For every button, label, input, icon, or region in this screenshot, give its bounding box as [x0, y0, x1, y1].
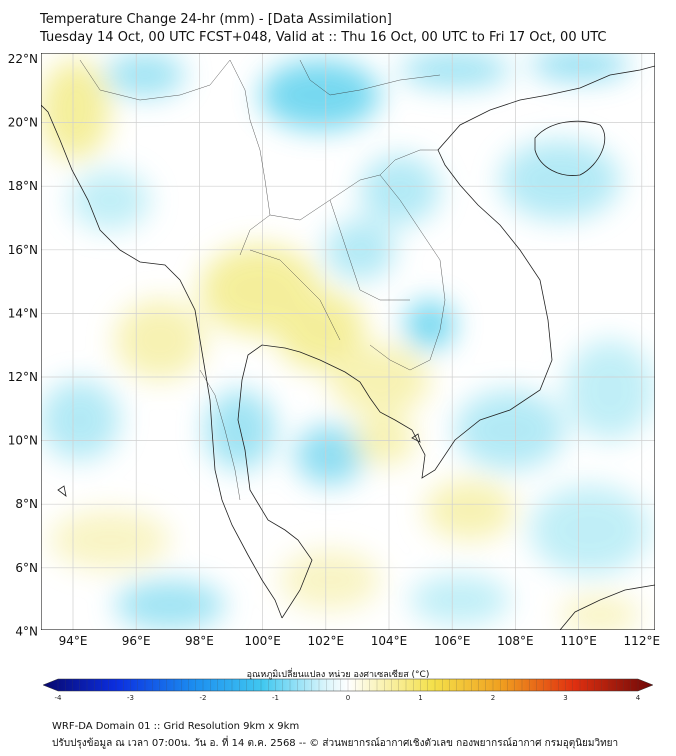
latitude-label: 20°N	[8, 116, 38, 130]
border	[299, 59, 441, 96]
latitude-label: 12°N	[8, 370, 38, 384]
latitude-label: 6°N	[15, 561, 38, 575]
graticule	[41, 53, 655, 630]
latitude-labels: 22°N 20°N 18°N 16°N 14°N 12°N 10°N 8°N 6°N 4°N	[8, 52, 38, 638]
colorbar-label: อุณหภูมิเปลี่ยนแปลง หน่วย องศาเซลเซียส (…	[246, 670, 430, 680]
longitude-label: 96°E	[122, 634, 151, 648]
colorbar-tick-label: -4	[55, 694, 63, 702]
longitude-label: 94°E	[59, 634, 88, 648]
colorbar-tick-label: -3	[127, 694, 134, 702]
border	[229, 59, 271, 256]
longitude-label: 104°E	[371, 634, 408, 648]
cool-area	[295, 425, 365, 485]
longitude-label: 108°E	[497, 634, 534, 648]
cool-area	[70, 170, 150, 230]
borneo-coast	[559, 584, 655, 630]
cool-area	[530, 53, 630, 80]
colorbar-tick-label: 4	[636, 694, 641, 702]
colorbar-tick-label: -1	[272, 694, 279, 702]
warm-area	[560, 595, 640, 630]
colorbar-tick-label: 2	[491, 694, 495, 702]
gulf-coast	[237, 65, 655, 619]
latitude-label: 18°N	[8, 179, 38, 193]
cool-area	[455, 390, 565, 470]
map-subtitle: Tuesday 14 Oct, 00 UTC FCST+048, Valid a…	[40, 30, 607, 45]
colorbar-ticks: -4 -3 -2 -1 0 1 2 3 4	[55, 694, 641, 702]
border	[379, 149, 438, 176]
latitude-label: 14°N	[8, 306, 38, 320]
colorbar-tick-label: -2	[200, 694, 207, 702]
longitude-label: 110°E	[560, 634, 597, 648]
latitude-label: 22°N	[8, 52, 38, 66]
island	[411, 433, 421, 443]
cool-area	[360, 155, 440, 225]
longitude-label: 102°E	[308, 634, 345, 648]
cool-area	[105, 53, 185, 97]
longitude-label: 100°E	[244, 634, 281, 648]
colorbar-tick-label: 1	[418, 694, 422, 702]
colorbar-tick-label: 3	[563, 694, 567, 702]
cool-area	[565, 340, 655, 440]
longitude-labels: 94°E 96°E 98°E 100°E 102°E 104°E 106°E 108°E 110…	[59, 634, 660, 648]
border	[79, 59, 231, 101]
hainan-island	[534, 120, 606, 176]
warm-area	[275, 290, 365, 370]
colorbar: -4 -3 -2 -1 0 1 2 3 4	[42, 678, 654, 702]
longitude-label: 106°E	[434, 634, 471, 648]
colorbar-tick-label: 0	[346, 694, 350, 702]
cool-area	[41, 380, 120, 460]
latitude-label: 10°N	[8, 434, 38, 448]
cool-area	[410, 575, 510, 625]
cool-area	[500, 140, 620, 220]
border	[249, 249, 341, 341]
warm-area	[41, 60, 110, 160]
longitude-label: 98°E	[185, 634, 214, 648]
footer-credit: ปรับปรุงข้อมูล ณ เวลา 07:00น. วัน อ. ที่…	[52, 738, 619, 749]
cool-area	[400, 53, 510, 88]
warm-area	[115, 300, 205, 380]
mainland-coast	[41, 104, 283, 619]
footer-model-info: WRF-DA Domain 01 :: Grid Resolution 9km …	[52, 721, 300, 732]
island	[57, 485, 67, 497]
latitude-label: 8°N	[15, 497, 38, 511]
warm-area	[355, 415, 415, 465]
map-title: Temperature Change 24-hr (mm) - [Data As…	[40, 12, 392, 27]
cool-area	[260, 60, 380, 130]
border	[329, 199, 410, 301]
warm-area	[280, 550, 380, 610]
coastlines	[41, 65, 655, 630]
longitude-label: 112°E	[624, 634, 661, 648]
cool-area	[115, 580, 225, 630]
latitude-label: 4°N	[15, 624, 38, 638]
border	[199, 369, 241, 501]
warm-area	[425, 480, 515, 540]
temperature-field	[41, 53, 655, 630]
latitude-label: 16°N	[8, 243, 38, 257]
warm-area	[50, 510, 170, 570]
border	[269, 174, 446, 371]
cool-area	[405, 300, 455, 350]
warm-area	[330, 345, 430, 415]
country-borders	[79, 59, 446, 501]
cool-area	[530, 485, 650, 575]
